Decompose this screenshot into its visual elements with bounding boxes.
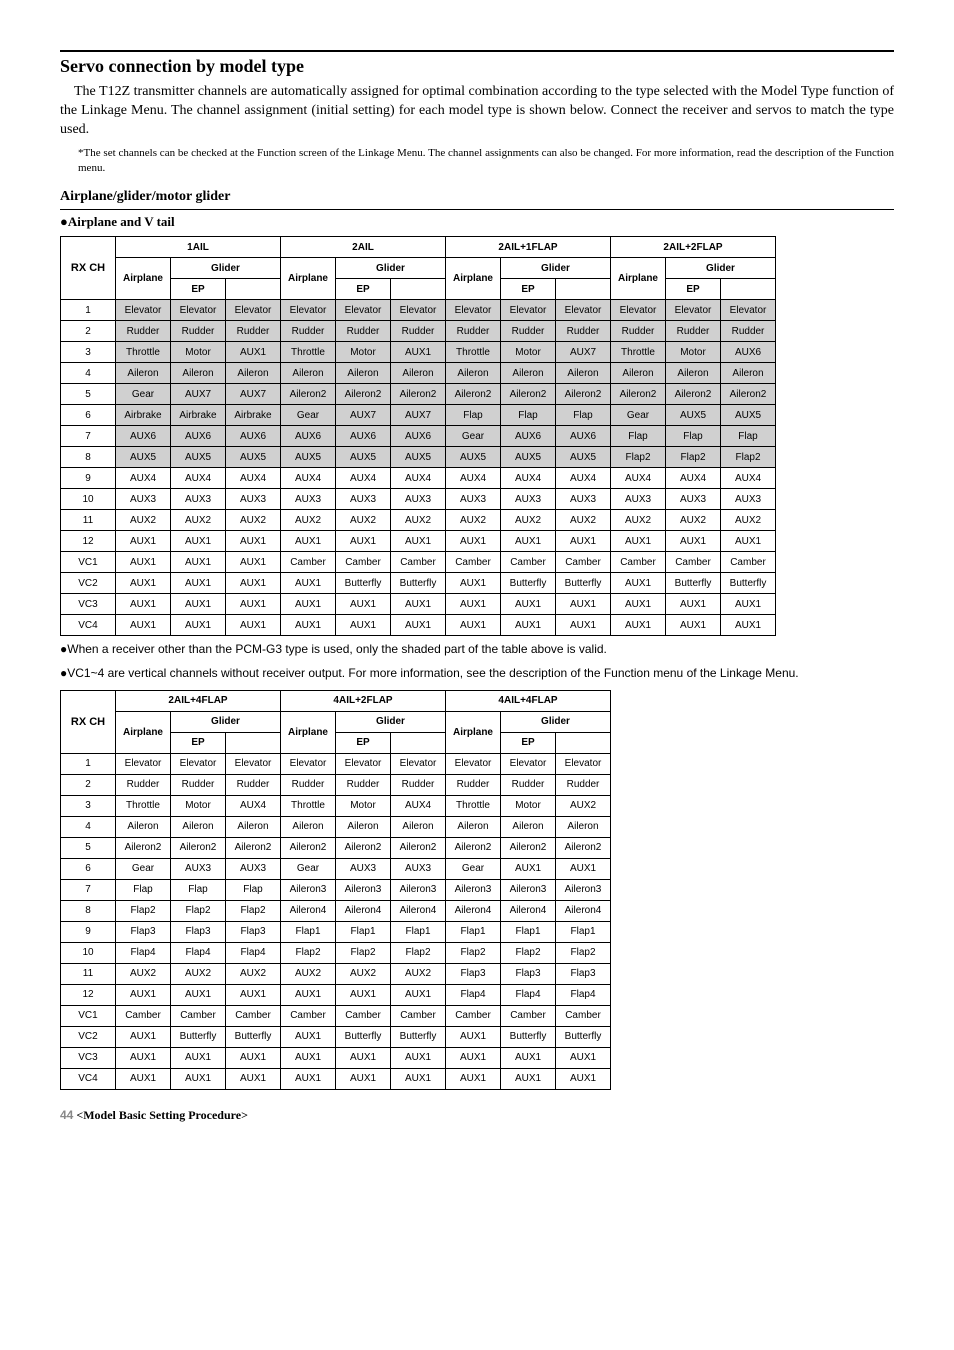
page-number: 44 bbox=[60, 1108, 73, 1122]
section-rule bbox=[60, 50, 894, 52]
bullet-heading: ●Airplane and V tail bbox=[60, 214, 894, 230]
subsection-rule bbox=[60, 209, 894, 210]
intro-paragraph: The T12Z transmitter channels are automa… bbox=[60, 83, 894, 140]
receiver-note: ●When a receiver other than the PCM-G3 t… bbox=[60, 642, 894, 658]
section-title: Servo connection by model type bbox=[60, 56, 894, 77]
channel-table-2: RX CH2AIL+4FLAP4AIL+2FLAP4AIL+4FLAPAirpl… bbox=[60, 690, 611, 1090]
note-paragraph: *The set channels can be checked at the … bbox=[78, 146, 894, 176]
channel-table-1: RX CH1AIL2AIL2AIL+1FLAP2AIL+2FLAPAirplan… bbox=[60, 236, 776, 636]
vc-note: ●VC1~4 are vertical channels without rec… bbox=[60, 666, 894, 682]
footer-text: <Model Basic Setting Procedure> bbox=[76, 1108, 248, 1122]
page-footer: 44 <Model Basic Setting Procedure> bbox=[60, 1108, 894, 1123]
subsection-heading: Airplane/glider/motor glider bbox=[60, 189, 894, 205]
